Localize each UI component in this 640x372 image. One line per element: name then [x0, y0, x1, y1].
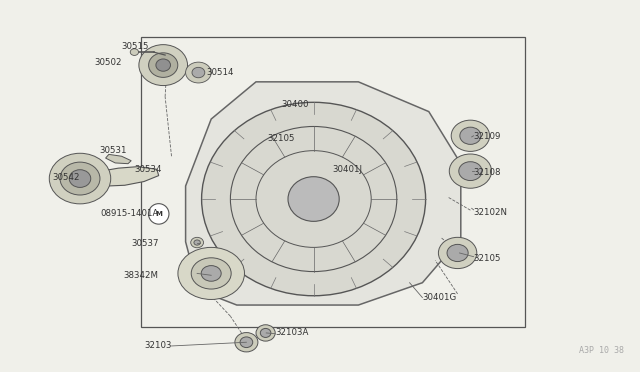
Ellipse shape	[148, 53, 178, 77]
Ellipse shape	[288, 177, 339, 221]
Ellipse shape	[460, 127, 481, 144]
Ellipse shape	[194, 240, 200, 245]
Ellipse shape	[451, 120, 490, 151]
Ellipse shape	[256, 325, 275, 341]
Text: 30534: 30534	[134, 165, 162, 174]
Text: 32105: 32105	[474, 254, 501, 263]
Text: M: M	[156, 211, 162, 217]
Text: 30542: 30542	[52, 173, 80, 182]
Text: 30401J: 30401J	[333, 165, 363, 174]
Text: 32109: 32109	[474, 132, 501, 141]
Ellipse shape	[447, 244, 468, 262]
Polygon shape	[86, 167, 159, 186]
Ellipse shape	[438, 237, 477, 269]
Ellipse shape	[49, 153, 111, 204]
Text: A3P 10 38: A3P 10 38	[579, 346, 624, 355]
Ellipse shape	[192, 67, 205, 78]
Text: 30531: 30531	[99, 146, 127, 155]
Text: 30537: 30537	[131, 239, 159, 248]
Text: 30514: 30514	[206, 68, 234, 77]
Bar	[141, 37, 525, 327]
Polygon shape	[106, 154, 131, 164]
Text: 30400: 30400	[282, 100, 309, 109]
Circle shape	[148, 203, 169, 224]
Ellipse shape	[459, 162, 482, 180]
Ellipse shape	[69, 170, 91, 187]
Ellipse shape	[178, 247, 244, 299]
Ellipse shape	[201, 266, 221, 281]
Ellipse shape	[139, 45, 188, 86]
Text: 30515: 30515	[122, 42, 149, 51]
Text: 32103: 32103	[144, 341, 172, 350]
Text: 30502: 30502	[94, 58, 122, 67]
Ellipse shape	[240, 337, 253, 347]
Ellipse shape	[156, 59, 170, 71]
Ellipse shape	[131, 49, 139, 55]
Text: 32105: 32105	[268, 134, 295, 143]
Text: 32102N: 32102N	[474, 208, 508, 217]
Ellipse shape	[235, 333, 258, 352]
Text: 32108: 32108	[474, 169, 501, 177]
Text: 38342M: 38342M	[124, 271, 159, 280]
Text: 08915-1401A: 08915-1401A	[100, 209, 159, 218]
Text: 30401G: 30401G	[422, 293, 457, 302]
Ellipse shape	[202, 102, 426, 296]
Ellipse shape	[260, 328, 271, 337]
Polygon shape	[186, 82, 461, 305]
Ellipse shape	[191, 258, 231, 289]
Text: 32103A: 32103A	[275, 328, 308, 337]
Ellipse shape	[186, 62, 211, 83]
Ellipse shape	[60, 162, 100, 195]
Ellipse shape	[449, 154, 492, 188]
Ellipse shape	[191, 237, 204, 248]
